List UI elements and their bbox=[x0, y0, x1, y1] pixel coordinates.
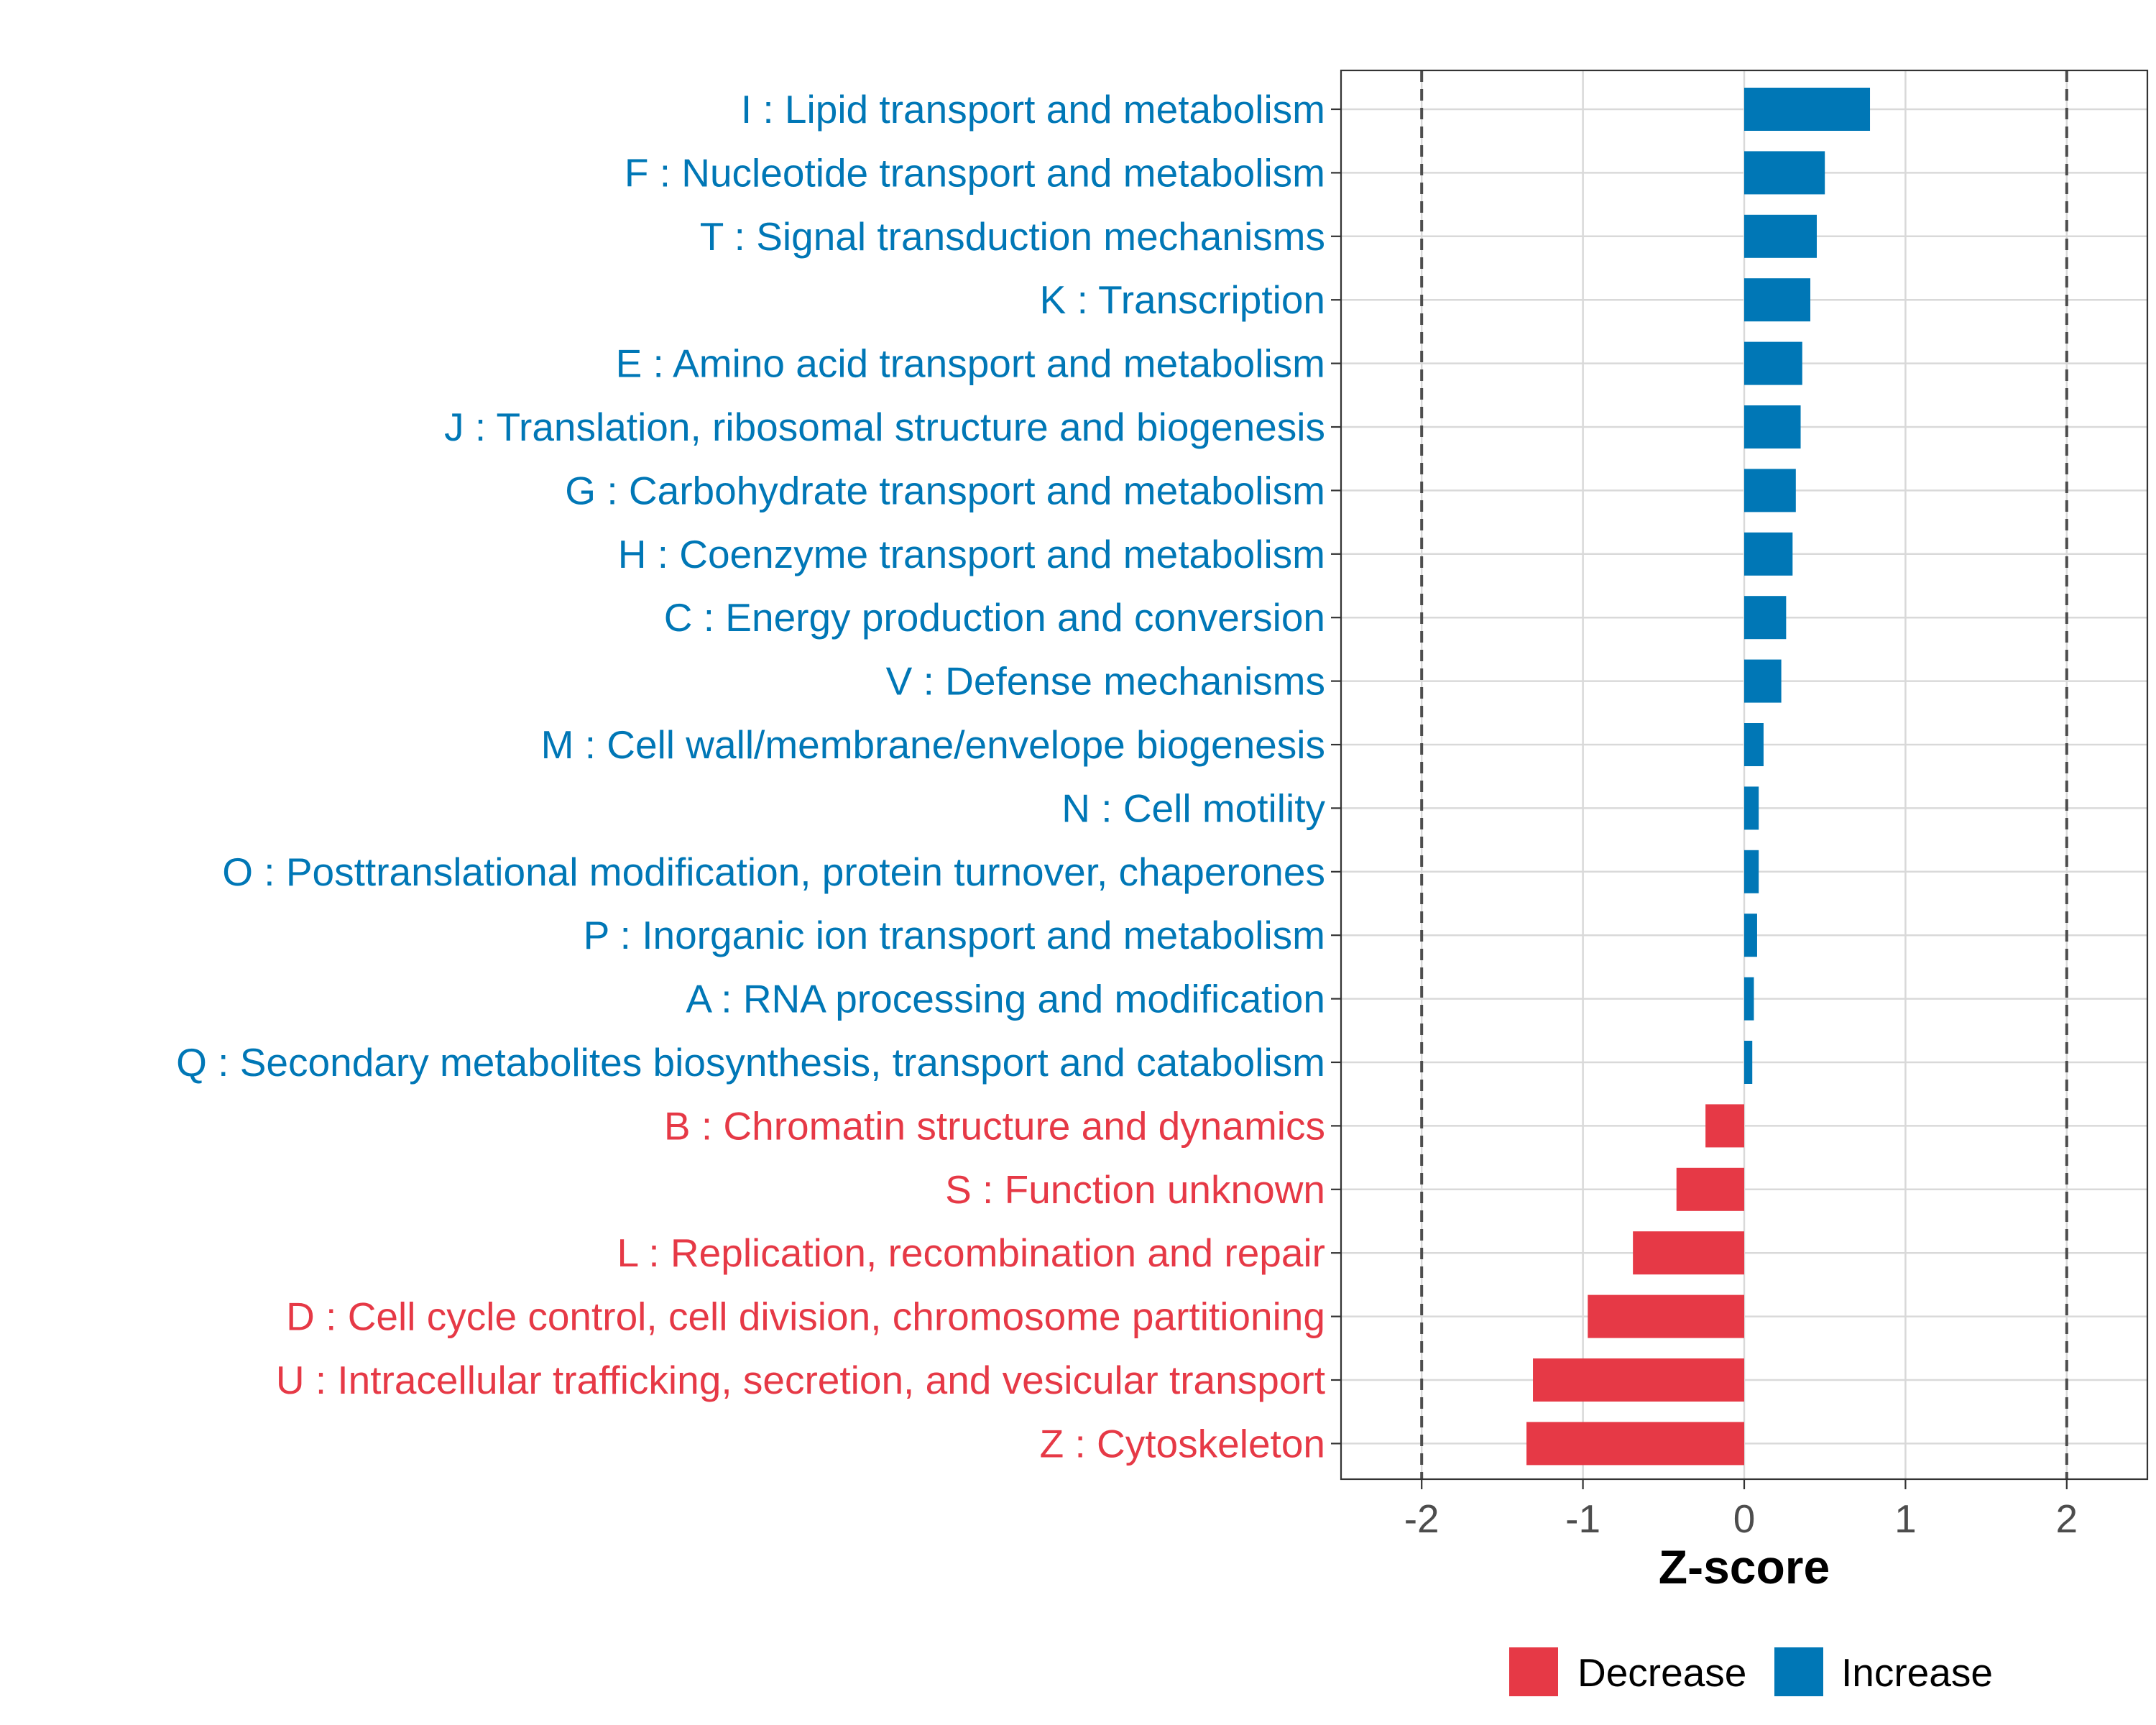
bar bbox=[1676, 1167, 1744, 1211]
category-label: J : Translation, ribosomal structure and… bbox=[444, 405, 1325, 449]
x-tick-label: 0 bbox=[1733, 1496, 1756, 1541]
y-axis-labels: I : Lipid transport and metabolism F : Nu… bbox=[176, 87, 1325, 1466]
category-label: H : Coenzyme transport and metabolism bbox=[618, 532, 1325, 576]
x-axis-ticks bbox=[1421, 1479, 2068, 1489]
x-tick-label: 2 bbox=[2056, 1496, 2078, 1541]
category-label: U : Intracellular trafficking, secretion… bbox=[276, 1358, 1325, 1402]
bar bbox=[1744, 88, 1871, 131]
bar bbox=[1744, 914, 1757, 957]
category-label: I : Lipid transport and metabolism bbox=[741, 87, 1325, 132]
category-label: V : Defense mechanisms bbox=[886, 659, 1325, 704]
bar bbox=[1744, 659, 1782, 703]
category-label: G : Carbohydrate transport and metabolis… bbox=[565, 468, 1325, 512]
x-tick-label: -1 bbox=[1565, 1496, 1600, 1541]
category-label: Q : Secondary metabolites biosynthesis, … bbox=[176, 1040, 1325, 1085]
category-label: C : Energy production and conversion bbox=[664, 595, 1325, 640]
category-label: E : Amino acid transport and metabolism bbox=[616, 341, 1325, 386]
category-label: M : Cell wall/membrane/envelope biogenes… bbox=[541, 722, 1325, 767]
bar bbox=[1705, 1104, 1744, 1148]
bar bbox=[1744, 532, 1793, 576]
category-label: S : Function unknown bbox=[945, 1167, 1325, 1212]
y-axis-ticks bbox=[1331, 108, 1341, 1445]
category-label: Z : Cytoskeleton bbox=[1040, 1421, 1325, 1466]
bar bbox=[1744, 278, 1811, 322]
legend-key-increase bbox=[1774, 1647, 1823, 1696]
category-label: D : Cell cycle control, cell division, c… bbox=[286, 1294, 1325, 1339]
category-label: L : Replication, recombination and repai… bbox=[617, 1230, 1325, 1275]
bar bbox=[1533, 1358, 1744, 1402]
bar bbox=[1744, 596, 1787, 640]
x-tick-label: 1 bbox=[1894, 1496, 1917, 1541]
x-axis-title: Z-score bbox=[1659, 1540, 1830, 1593]
bar bbox=[1526, 1422, 1744, 1466]
bars bbox=[1526, 88, 1871, 1466]
category-label: K : Transcription bbox=[1040, 277, 1325, 322]
bar bbox=[1633, 1231, 1744, 1275]
x-axis-tick-labels: -2 -1 0 1 2 bbox=[1404, 1496, 2078, 1541]
bar bbox=[1744, 151, 1825, 195]
category-label: F : Nucleotide transport and metabolism bbox=[625, 150, 1325, 195]
legend-label-decrease: Decrease bbox=[1577, 1650, 1746, 1695]
legend: Decrease Increase bbox=[1509, 1647, 1993, 1696]
bar bbox=[1744, 723, 1764, 766]
reference-lines bbox=[1420, 70, 2068, 1479]
bar bbox=[1744, 786, 1759, 830]
bar bbox=[1744, 1041, 1753, 1084]
bar bbox=[1744, 214, 1817, 258]
bar bbox=[1744, 341, 1802, 385]
bar bbox=[1744, 977, 1754, 1021]
bar bbox=[1744, 469, 1796, 512]
bar bbox=[1744, 850, 1759, 893]
category-label: P : Inorganic ion transport and metaboli… bbox=[584, 913, 1325, 957]
category-label: B : Chromatin structure and dynamics bbox=[664, 1103, 1325, 1148]
bar bbox=[1744, 405, 1801, 448]
category-label: N : Cell motility bbox=[1061, 786, 1325, 830]
bar bbox=[1588, 1294, 1744, 1338]
legend-label-increase: Increase bbox=[1841, 1650, 1993, 1695]
legend-key-decrease bbox=[1509, 1647, 1558, 1696]
category-label: T : Signal transduction mechanisms bbox=[700, 214, 1325, 259]
category-label: O : Posttranslational modification, prot… bbox=[222, 850, 1325, 894]
x-tick-label: -2 bbox=[1404, 1496, 1439, 1541]
category-label: A : RNA processing and modification bbox=[686, 977, 1325, 1021]
